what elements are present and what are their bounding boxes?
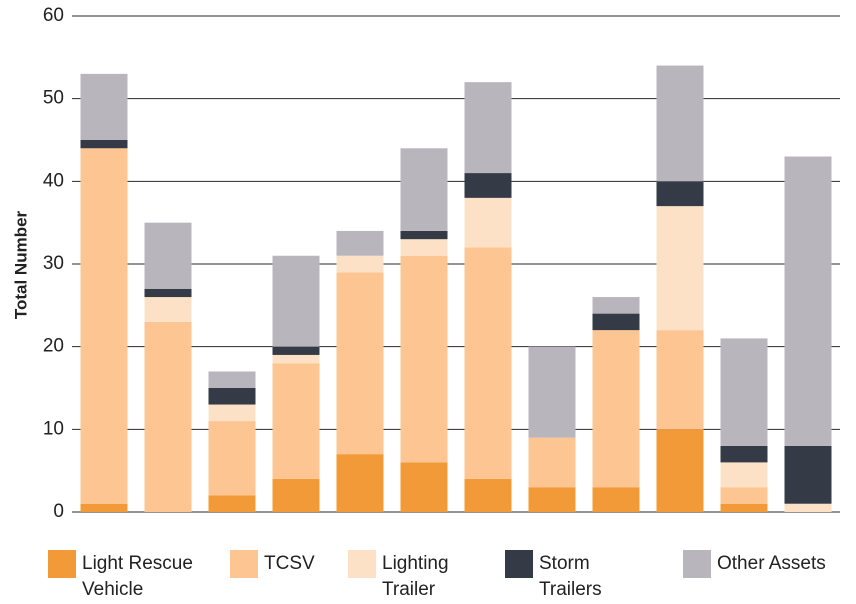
legend-item: Storm Trailers [505,550,629,603]
legend-item: TCSV [230,550,324,578]
bar-segment [336,255,384,273]
bar-segment [784,503,832,512]
bar-segment [80,148,128,504]
legend-swatch [505,550,533,578]
bar-segment [336,230,384,256]
legend-swatch [48,550,76,578]
bar-segment [144,288,192,298]
legend-item: Other Assets [683,550,856,578]
bar-segment [208,404,256,422]
bar-segment [464,478,512,512]
bar-segment [720,462,768,488]
bar-segment [144,297,192,322]
bar-segment [336,454,384,512]
y-axis-title: Total Number [11,210,30,319]
bar-segment [272,363,320,479]
y-tick-label: 20 [43,336,64,357]
y-tick-label: 50 [43,88,64,109]
bar-segment [592,313,640,331]
bar-segment [464,173,512,198]
bar-segment [144,222,192,289]
bar-segment [208,421,256,496]
bar-segment [720,445,768,463]
bar-segment [272,478,320,512]
legend-label: Other Assets [717,553,826,574]
legend-item: Lighting Trailer [348,550,482,603]
legend-label: TCSV [264,553,315,574]
bar-segment [80,73,128,140]
bar-segment [656,330,704,430]
bar-segment [720,487,768,504]
y-tick-label: 0 [53,501,64,522]
bar-segment [400,239,448,256]
bar-segment [208,388,256,405]
bar-segment [656,65,704,182]
bar-segment [272,346,320,355]
bar-segment [80,503,128,512]
bar-segment [528,346,576,438]
bar-segment [464,197,512,248]
legend-swatch [230,550,258,578]
bar-segment [208,495,256,512]
y-tick-label: 40 [43,170,64,191]
bar-segment [784,156,832,446]
legend-label: Lighting Trailer [382,553,449,600]
bar-segment [144,321,192,512]
legend-swatch [348,550,376,578]
bar-segment [720,503,768,512]
legend-label: Storm Trailers [539,553,602,600]
bar-segment [528,437,576,488]
bar-segment [592,487,640,512]
bar-segment [464,247,512,479]
legend-swatch [683,550,711,578]
bar-segment [464,82,512,174]
bar-segment [336,272,384,455]
bar-segment [528,487,576,512]
bar-segment [592,297,640,314]
bar-segment [272,255,320,347]
bar-segment [80,140,128,149]
bar-segment [784,445,832,504]
bar-segment [656,181,704,207]
bar-segment [656,429,704,512]
bar-segment [720,338,768,446]
legend-label: Light Rescue Vehicle [82,553,193,600]
bar-segment [208,371,256,388]
bar-segment [400,462,448,512]
bar-segment [400,230,448,240]
y-tick-label: 30 [43,253,64,274]
legend-item: Light Rescue Vehicle [48,550,212,603]
bar-segment [400,148,448,231]
bar-segment [592,330,640,488]
bar-segment [400,255,448,463]
bar-segment [656,206,704,331]
y-tick-label: 60 [43,5,64,26]
bar-segment [272,354,320,364]
y-tick-label: 10 [43,418,64,439]
